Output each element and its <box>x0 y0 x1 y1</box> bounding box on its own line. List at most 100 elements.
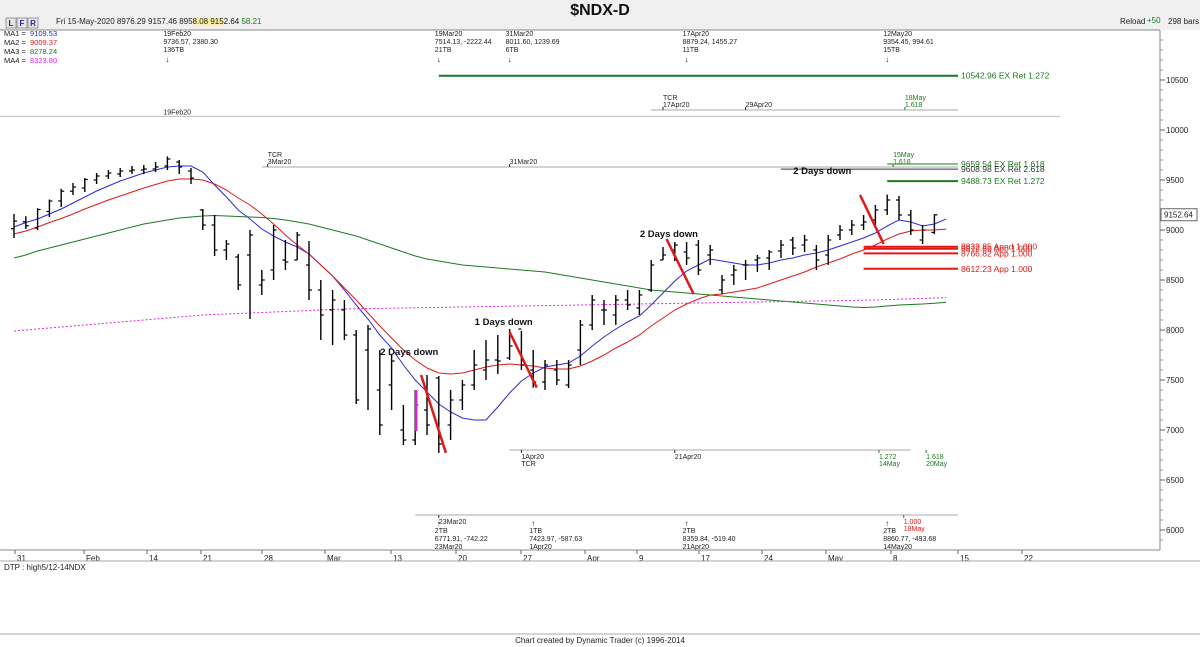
price-bar <box>601 300 607 325</box>
swing-label-line: 9354.45, 994.61 <box>883 39 934 46</box>
price-bar <box>81 178 88 192</box>
price-bar <box>306 241 312 300</box>
swing-label-line: 8359.84, -519.40 <box>683 536 736 543</box>
swing-label-line: 8879.24, 1455.27 <box>683 39 738 46</box>
down-line <box>508 331 538 389</box>
price-bar <box>719 275 725 294</box>
price-bar <box>400 405 407 445</box>
price-bar <box>907 210 914 235</box>
price-bar <box>848 220 855 235</box>
x-axis: 31 Feb 14 21 28 Mar 13 20 27 Apr 9 17 24 May 8 15 22 <box>14 550 1033 563</box>
time-band-label: 23Mar20 <box>439 519 467 526</box>
x-tick-label: 17 <box>701 554 710 563</box>
swing-arrow: ↑ <box>685 519 689 528</box>
price-bar <box>199 209 206 230</box>
toolbar-info-item: 58.21 <box>239 17 262 26</box>
price-bar <box>754 255 761 272</box>
swing-label-line: 19Mar20 <box>435 31 463 38</box>
time-band-label: TCR <box>268 152 282 159</box>
y-tick-label: 9000 <box>1166 226 1184 235</box>
level-label: 9659.54 EX Ret 1.618 <box>961 159 1045 169</box>
time-band-label: 21Apr20 <box>675 454 702 461</box>
time-band-label: 1.618 <box>905 102 923 109</box>
time-band-label: 1.272 <box>879 454 897 461</box>
x-tick-label: Feb <box>86 554 100 563</box>
ma-legend-value: 8323.80 <box>30 56 57 65</box>
y-tick-label: 8000 <box>1166 326 1184 335</box>
price-bar <box>483 340 489 380</box>
days-down-annotation: 1 Days down <box>475 317 533 328</box>
top-marker-label: 19Feb20 <box>163 109 191 116</box>
price-bar <box>93 173 100 184</box>
swing-label-line: 7514.13, -2222.44 <box>435 39 492 46</box>
time-band-label: 20May <box>926 461 948 468</box>
price-bar <box>860 215 867 230</box>
time-band-label: 1.000 <box>904 519 922 526</box>
swing-label-line: 11TB <box>683 47 700 54</box>
price-bar <box>624 290 631 310</box>
level-label: 10542.96 EX Ret 1.272 <box>961 71 1050 81</box>
swing-label-line: 1Apr20 <box>529 544 552 551</box>
down-lines <box>419 194 885 454</box>
time-band-label: 31Mar20 <box>510 159 538 166</box>
x-tick-label: 27 <box>523 554 532 563</box>
price-bar <box>542 360 548 390</box>
price-bar <box>648 260 655 292</box>
price-bar <box>329 290 336 345</box>
level-label: 8612.23 App 1.000 <box>961 264 1033 274</box>
price-bar <box>636 290 643 315</box>
price-bar <box>46 199 53 217</box>
price-bar <box>388 355 395 410</box>
price-bar <box>660 247 666 261</box>
toolbar-info: Fri 15-May-2020 8976.29 9157.46 8958.08 … <box>56 17 262 26</box>
x-tick-label: 20 <box>458 554 467 563</box>
toolbar-button-l[interactable]: L <box>9 19 14 28</box>
x-tick-label: 28 <box>264 554 273 563</box>
y-tick-label: 6500 <box>1166 476 1184 485</box>
swing-arrow: ↑ <box>885 519 889 528</box>
time-band-label: 29Apr20 <box>746 102 773 109</box>
last-price-tag: 9152.64 <box>1160 208 1198 222</box>
annotations: 2 Days down 1 Days down 2 Days down 2 Days … <box>380 166 851 358</box>
y-tick-label: 7500 <box>1166 376 1184 385</box>
credit-label: Chart created by Dynamic Trader (c) 1996… <box>515 636 685 645</box>
swing-label-line: 21Apr20 <box>683 544 710 551</box>
toolbar-button-f[interactable]: F <box>20 19 25 28</box>
price-bar <box>518 328 525 370</box>
moving-averages <box>13 165 947 421</box>
swing-label-line: 7423.97, -587.63 <box>529 536 582 543</box>
down-line <box>858 194 885 245</box>
dtp-label: DTP : high5/12-14NDX <box>4 563 86 572</box>
price-bar <box>70 183 76 195</box>
x-tick-label: May <box>828 554 843 563</box>
toolbar-button-r[interactable]: R <box>30 19 36 28</box>
days-down-annotation: 2 Days down <box>380 347 438 358</box>
level-label: 8832.85 Apnd 1.000 <box>961 242 1037 252</box>
x-tick-label: 22 <box>1024 554 1033 563</box>
y-tick-label: 8500 <box>1166 276 1184 285</box>
plus-button[interactable]: +50 <box>1147 16 1161 25</box>
ma-legend-value: 9009.37 <box>30 38 57 47</box>
time-band-label: 17Apr20 <box>663 102 690 109</box>
price-bar <box>884 194 891 215</box>
price-bar <box>117 168 124 177</box>
price-bar <box>270 225 277 280</box>
price-bar <box>778 240 784 258</box>
price-bar <box>365 325 371 410</box>
price-bar <box>577 320 584 365</box>
reload-button[interactable]: Reload <box>1120 17 1145 26</box>
price-bar <box>317 280 324 340</box>
price-bar <box>931 214 938 235</box>
level-label: 8766.82 App 1.000 <box>961 248 1033 258</box>
ma-line-ma1 <box>13 165 947 421</box>
time-band-label: 1.618 <box>893 159 911 166</box>
ma-legend-value: 8278.24 <box>30 47 57 56</box>
price-bar <box>896 196 902 220</box>
y-axis: 6000 6500 7000 7500 8000 8500 9000 9500 10000 105… <box>1160 39 1189 541</box>
toolbar-button-bg <box>16 17 28 29</box>
time-band-label: 3Mar20 <box>268 159 292 166</box>
price-bar <box>424 375 430 435</box>
